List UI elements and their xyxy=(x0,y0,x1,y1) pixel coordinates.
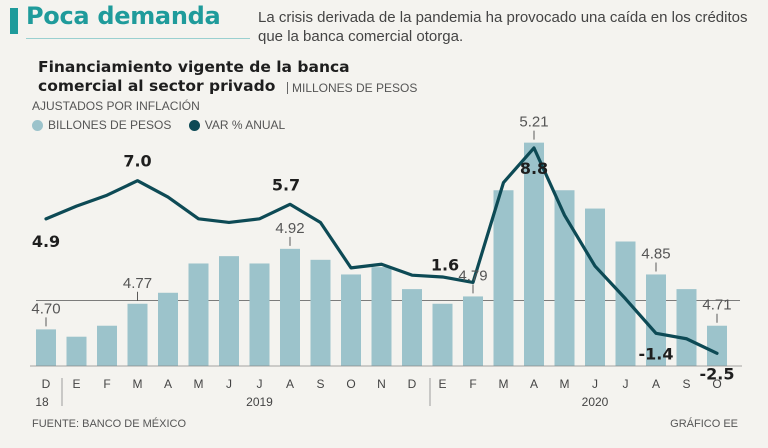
x-year-label: 18 xyxy=(35,395,49,409)
x-tick-label: F xyxy=(469,377,476,391)
x-tick-label: O xyxy=(712,377,721,391)
x-tick-label: D xyxy=(408,377,417,391)
chart-title-line-1: Financiamiento vigente de la banca xyxy=(38,58,350,76)
line-data-label: -1.4 xyxy=(639,344,674,363)
chart-unit: MILLONES DE PESOS xyxy=(287,81,417,95)
legend: BILLONES DE PESOS VAR % ANUAL xyxy=(32,118,299,134)
bar xyxy=(524,142,544,366)
deck-text: La crisis derivada de la pandemia ha pro… xyxy=(258,9,748,45)
source-note: FUENTE: BANCO DE MÉXICO xyxy=(32,418,187,430)
x-tick-label: M xyxy=(194,377,204,391)
bar xyxy=(310,259,331,366)
x-tick-label: N xyxy=(377,377,386,391)
bar xyxy=(615,241,636,366)
bar xyxy=(66,336,87,366)
chart-title-line-2: comercial al sector privado xyxy=(38,77,276,95)
bar xyxy=(463,296,483,366)
bar-data-label: 4.85 xyxy=(641,245,670,262)
x-tick-label: D xyxy=(42,377,51,391)
bar xyxy=(371,267,392,366)
legend-bars-swatch-icon xyxy=(32,119,43,131)
legend-item-bars: BILLONES DE PESOS xyxy=(32,118,171,132)
bar xyxy=(158,292,178,366)
bar xyxy=(341,274,361,366)
line-data-label: -2.5 xyxy=(700,364,735,383)
headline-rule xyxy=(26,38,250,39)
line-data-label: 8.8 xyxy=(520,159,548,178)
bar xyxy=(493,190,514,366)
bar xyxy=(585,208,605,366)
bar-data-label: 4.92 xyxy=(275,220,304,237)
x-tick-label: M xyxy=(560,377,570,391)
legend-item-line: VAR % ANUAL xyxy=(188,118,286,132)
chart-title: Financiamiento vigente de la banca comer… xyxy=(38,58,398,96)
bar xyxy=(280,248,300,366)
legend-line-label: VAR % ANUAL xyxy=(204,118,286,132)
line-data-label: 7.0 xyxy=(123,152,151,171)
bar xyxy=(188,263,209,366)
x-tick-label: S xyxy=(682,377,690,391)
line-data-label: 5.7 xyxy=(272,175,300,194)
bar-data-label: 4.71 xyxy=(702,297,731,314)
x-tick-label: E xyxy=(72,377,80,391)
headline: Poca demanda xyxy=(26,2,221,30)
bar xyxy=(707,325,727,366)
x-tick-label: A xyxy=(530,377,538,391)
x-tick-label: M xyxy=(133,377,143,391)
x-tick-label: S xyxy=(316,377,324,391)
x-tick-label: M xyxy=(499,377,509,391)
line-data-label: 1.6 xyxy=(431,255,459,274)
x-tick-label: J xyxy=(592,377,598,391)
x-tick-label: O xyxy=(346,377,355,391)
headline-block: Poca demanda xyxy=(10,0,250,40)
bar xyxy=(554,190,575,366)
x-year-label: 2019 xyxy=(246,395,273,409)
x-tick-label: A xyxy=(652,377,660,391)
x-tick-label: F xyxy=(103,377,110,391)
x-tick-label: A xyxy=(286,377,294,391)
legend-line-swatch-icon xyxy=(188,119,200,131)
credit-note: GRÁFICO EE xyxy=(670,418,738,430)
bar xyxy=(402,289,422,366)
headline-accent-bar xyxy=(10,8,18,34)
line-data-label: 4.9 xyxy=(32,232,60,251)
bar xyxy=(676,289,697,366)
bar xyxy=(249,263,270,366)
bar xyxy=(646,274,666,366)
chart-subtitle: AJUSTADOS POR INFLACIÓN xyxy=(32,99,200,113)
x-tick-label: J xyxy=(623,377,629,391)
x-tick-label: E xyxy=(438,377,446,391)
x-tick-label: J xyxy=(226,377,232,391)
bar xyxy=(432,303,453,366)
line-series xyxy=(44,146,719,355)
x-tick-label: J xyxy=(257,377,263,391)
bar xyxy=(97,325,117,366)
bar-data-label: 5.21 xyxy=(519,114,548,131)
bar-data-label: 4.77 xyxy=(123,275,152,292)
bar xyxy=(127,303,148,366)
bar xyxy=(219,256,239,366)
bar-data-label: 4.70 xyxy=(31,300,60,317)
bar xyxy=(36,329,56,366)
legend-bars-label: BILLONES DE PESOS xyxy=(48,118,172,132)
bar-data-label: 4.79 xyxy=(458,267,487,284)
x-tick-label: A xyxy=(164,377,172,391)
x-year-label: 2020 xyxy=(582,395,609,409)
